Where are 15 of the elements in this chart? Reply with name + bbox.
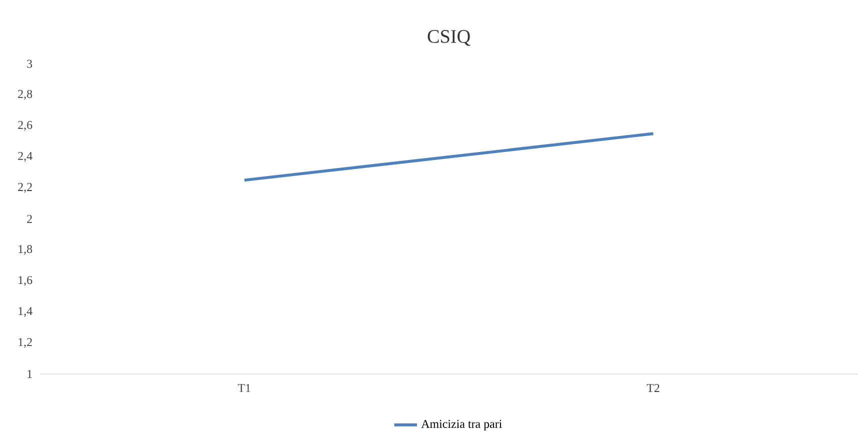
y-tick-label: 1,8 (18, 244, 32, 255)
y-tick-label: 1 (28, 370, 32, 378)
chart-title: CSIQ (428, 30, 470, 46)
y-tick-label: 2,8 (18, 90, 32, 100)
x-tick-label: T2 (646, 384, 660, 392)
x-tick-label: T1 (238, 384, 250, 392)
y-tick-label: 2 (27, 214, 32, 223)
y-tick-label: 2,4 (18, 152, 32, 162)
y-tick-label: 2,2 (18, 182, 32, 193)
y-tick-label: 1,2 (18, 338, 32, 348)
y-tick-label: 1,4 (18, 307, 32, 317)
y-tick-label: 1,6 (18, 276, 32, 286)
y-tick-label: 2,6 (18, 120, 32, 131)
y-tick-label: 3 (27, 60, 32, 68)
legend-label: Amicizia tra pari (421, 420, 502, 430)
